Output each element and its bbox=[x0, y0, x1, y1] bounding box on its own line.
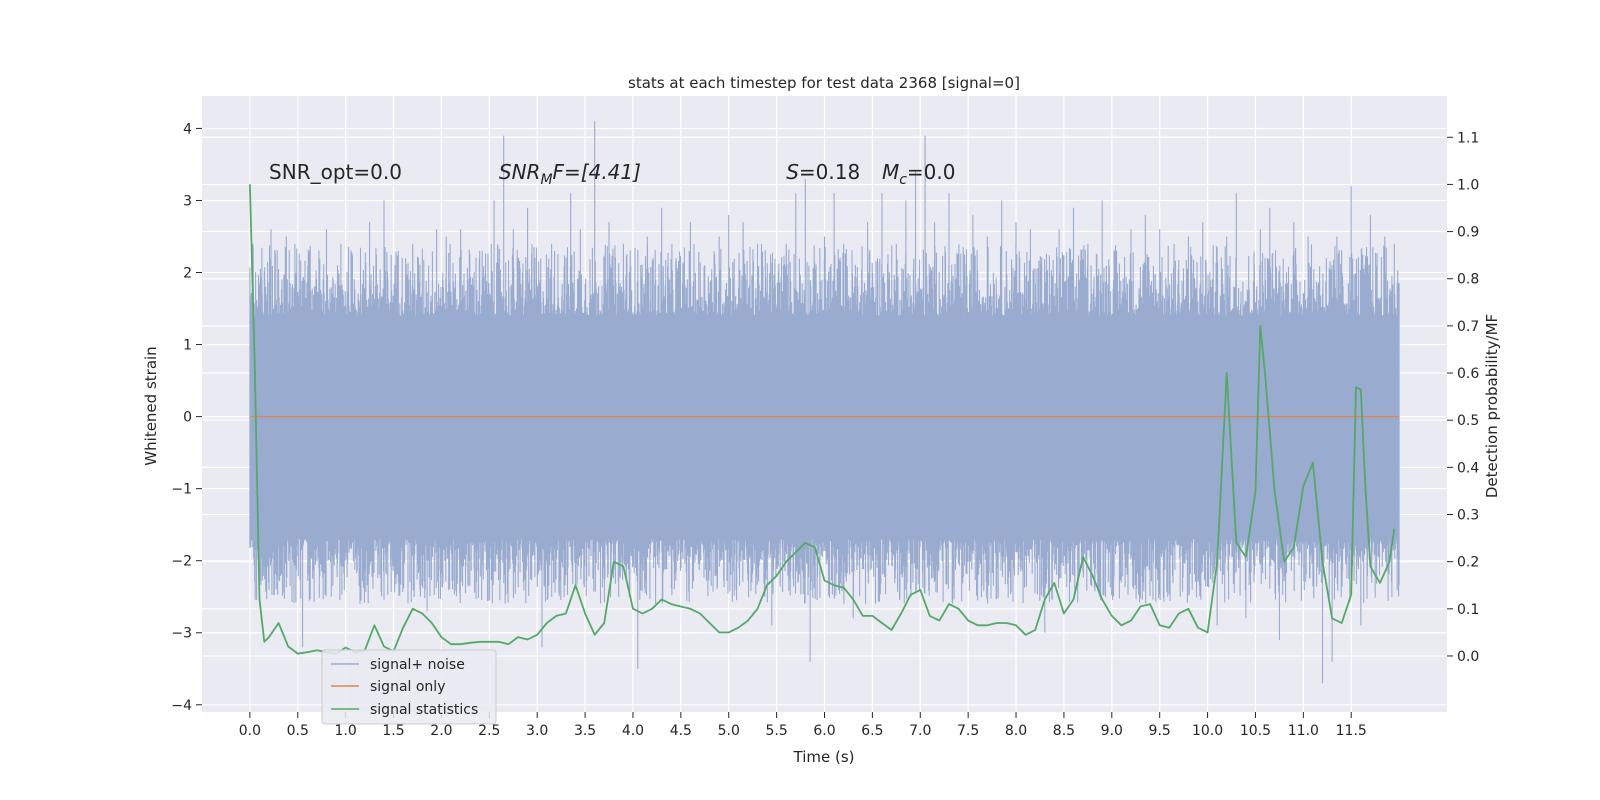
y2-tick-label: 0.9 bbox=[1457, 225, 1479, 241]
y-tick-label: 3 bbox=[183, 193, 192, 209]
y2-tick-label: 0.2 bbox=[1457, 555, 1479, 571]
y2-tick-label: 0.5 bbox=[1457, 413, 1479, 429]
x-tick-label: 0.0 bbox=[239, 723, 261, 739]
y2-tick-label: 0.4 bbox=[1457, 460, 1479, 476]
x-tick-label: 10.5 bbox=[1240, 723, 1271, 739]
x-tick-label: 4.5 bbox=[670, 723, 692, 739]
y-tick-label: −1 bbox=[171, 482, 192, 498]
annotations: SNR_opt=0.0 SNRMF=[4.41] S=0.18 Mc=0.0 bbox=[269, 160, 955, 188]
x-tick-label: 3.5 bbox=[574, 723, 596, 739]
x-tick-label: 2.5 bbox=[478, 723, 500, 739]
legend-label-signal-statistics: signal statistics bbox=[370, 702, 478, 718]
x-tick-label: 6.0 bbox=[813, 723, 835, 739]
y-tick-label: −3 bbox=[171, 626, 192, 642]
y-tick-label: 1 bbox=[183, 338, 192, 354]
annotation-text: Mc=0.0 bbox=[882, 160, 956, 188]
x-tick-label: 9.5 bbox=[1149, 723, 1171, 739]
x-tick-label: 9.0 bbox=[1101, 723, 1123, 739]
x-tick-label: 5.5 bbox=[765, 723, 787, 739]
x-tick-label: 8.0 bbox=[1005, 723, 1027, 739]
x-tick-label: 8.5 bbox=[1053, 723, 1075, 739]
legend: signal+ noise signal only signal statist… bbox=[321, 649, 497, 725]
annotation-text: SNR_opt=0.0 bbox=[269, 160, 402, 184]
y-axis-label: Whitened strain bbox=[142, 346, 160, 465]
y-tick-label: 2 bbox=[183, 266, 192, 282]
x-tick-label: 1.0 bbox=[335, 723, 357, 739]
chart-title: stats at each timestep for test data 236… bbox=[628, 74, 1020, 92]
x-tick-label: 1.5 bbox=[382, 723, 404, 739]
x-tick-label: 3.0 bbox=[526, 723, 548, 739]
x-tick-label: 4.0 bbox=[622, 723, 644, 739]
y-tick-label: 0 bbox=[183, 410, 192, 426]
x-tick-label: 5.0 bbox=[718, 723, 740, 739]
y2-tick-label: 0.3 bbox=[1457, 508, 1479, 524]
signal-statistics-line bbox=[249, 184, 1396, 655]
signal-noise-trace bbox=[249, 121, 1400, 684]
y2-tick-label: 0.1 bbox=[1457, 602, 1479, 618]
y2-tick-label: 0.8 bbox=[1457, 272, 1479, 288]
legend-label-signal-only: signal only bbox=[370, 679, 445, 695]
legend-box bbox=[321, 649, 497, 725]
annotation-text: SNRMF=[4.41] bbox=[499, 160, 641, 188]
y-tick-label: 4 bbox=[183, 121, 192, 137]
x-tick-label: 7.5 bbox=[957, 723, 979, 739]
y2-tick-label: 1.0 bbox=[1457, 177, 1479, 193]
x-tick-label: 6.5 bbox=[861, 723, 883, 739]
x-axis-label: Time (s) bbox=[793, 748, 855, 766]
x-tick-label: 0.5 bbox=[287, 723, 309, 739]
legend-label-signal-noise: signal+ noise bbox=[370, 657, 465, 673]
annotation-text: S=0.18 bbox=[786, 160, 860, 184]
ticks: 0.0 0.5 1.0 1.5 2.0 2.5 3.0 3.5 4.0 4.5 5.0 5.5 6.0 6… bbox=[171, 121, 1479, 739]
signal-noise-series bbox=[249, 121, 1400, 684]
y2-tick-label: 0.7 bbox=[1457, 319, 1479, 335]
y-tick-label: −4 bbox=[171, 698, 192, 714]
y2-axis-label: Detection probability/MF bbox=[1483, 314, 1501, 498]
x-tick-label: 2.0 bbox=[430, 723, 452, 739]
series-layer bbox=[249, 121, 1400, 684]
x-tick-label: 7.0 bbox=[909, 723, 931, 739]
x-tick-label: 10.0 bbox=[1192, 723, 1223, 739]
y2-tick-label: 0.0 bbox=[1457, 649, 1479, 665]
x-tick-label: 11.0 bbox=[1288, 723, 1319, 739]
y-tick-label: −2 bbox=[171, 554, 192, 570]
y2-tick-label: 0.6 bbox=[1457, 366, 1479, 382]
x-tick-label: 11.5 bbox=[1336, 723, 1367, 739]
y2-tick-label: 1.1 bbox=[1457, 130, 1479, 146]
